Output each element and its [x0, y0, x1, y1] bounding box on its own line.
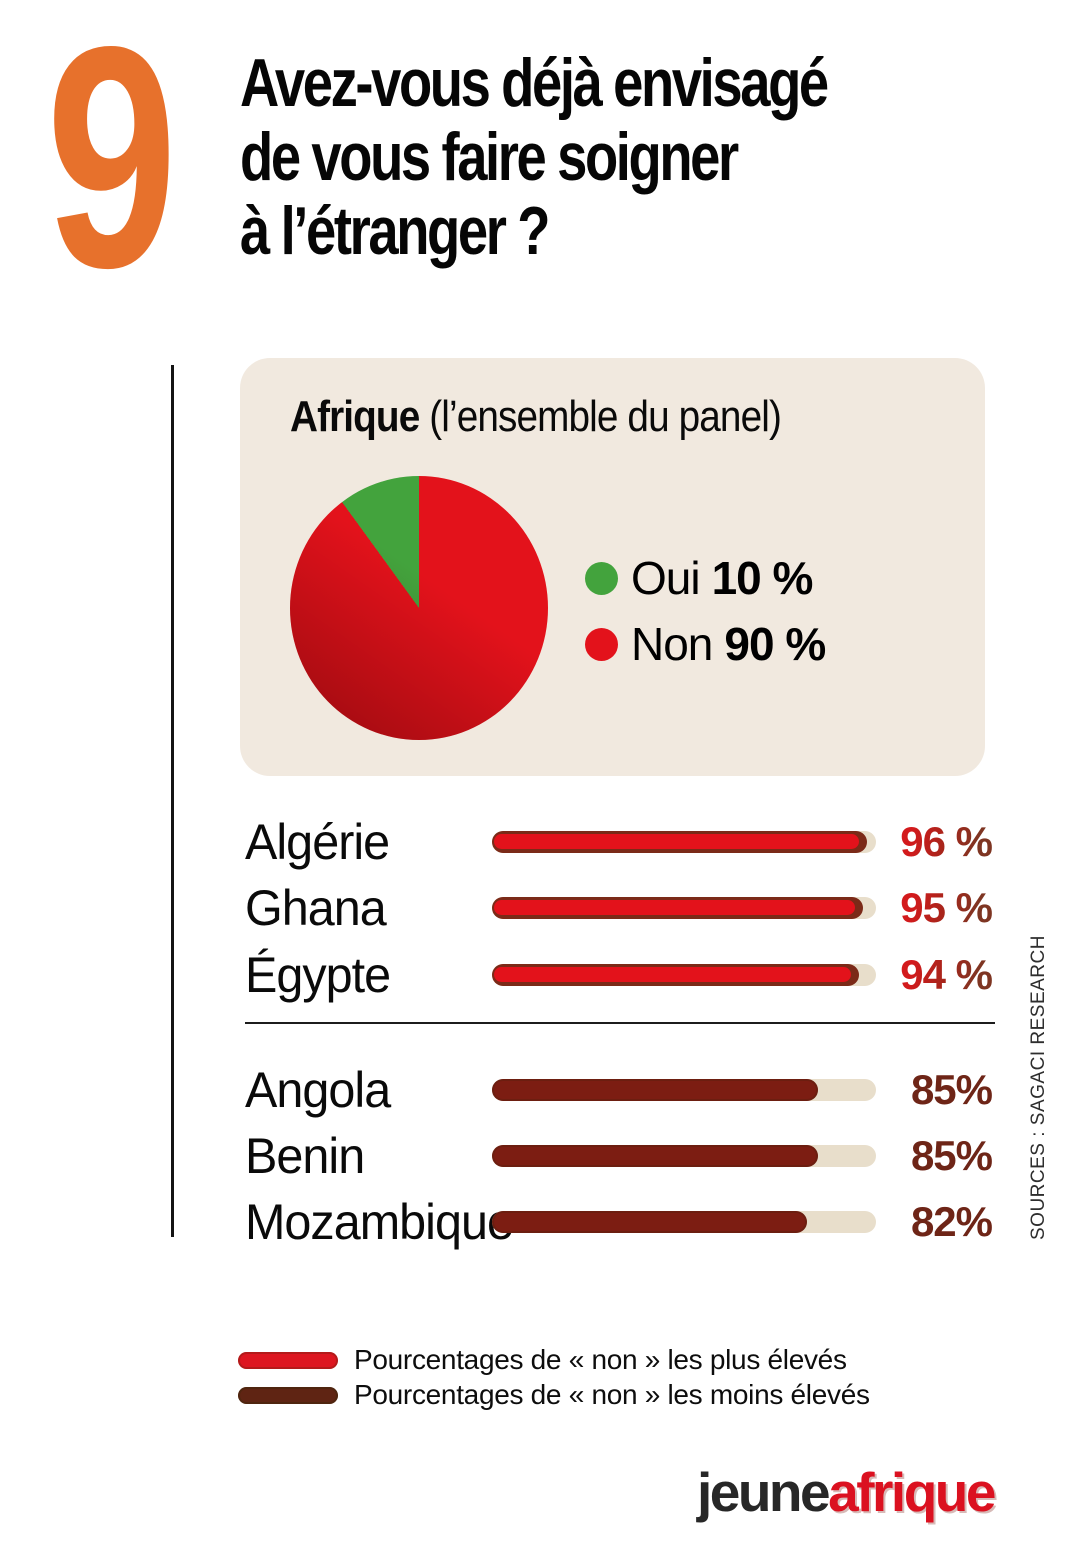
bar-fill	[494, 967, 851, 982]
panel-title-rest: (l’ensemble du panel)	[419, 392, 782, 441]
bar-row-mozambique: Mozambique 82%	[0, 1190, 1080, 1254]
africa-panel: Afrique (l’ensemble du panel) Oui 10 % N…	[240, 358, 985, 776]
oui-value: 10 %	[711, 552, 814, 604]
logo-afrique: afrique	[828, 1461, 996, 1523]
country-label: Égypte	[245, 947, 391, 1003]
bar-fill	[492, 1079, 819, 1101]
legend-low-label: Pourcentages de « non » les moins élevés	[354, 1379, 870, 1410]
legend-high-label: Pourcentages de « non » les plus élevés	[354, 1344, 847, 1375]
bar-value: 95 %	[900, 876, 993, 940]
bar-track	[492, 897, 876, 919]
logo-jeune: jeune	[696, 1461, 831, 1523]
country-label: Angola	[245, 1062, 391, 1118]
legend-row-high: Pourcentages de « non » les plus élevés	[238, 1344, 847, 1375]
bar-row-angola: Angola 85%	[0, 1058, 1080, 1122]
source-credit: SOURCES : SAGACI RESEARCH	[1028, 935, 1049, 1240]
non-label: Non	[631, 618, 713, 670]
jeune-afrique-logo: jeuneafrique	[696, 1460, 997, 1524]
bar-value: 94 %	[900, 943, 993, 1007]
non-dot-icon	[585, 627, 618, 661]
dark-pill-icon	[238, 1386, 338, 1404]
bar-value: 85%	[910, 1132, 993, 1179]
country-label: Benin	[245, 1128, 365, 1184]
country-label: Algérie	[245, 814, 390, 870]
bar-value: 82%	[910, 1198, 993, 1245]
oui-label: Oui	[631, 552, 701, 604]
pie-legend-row-oui: Oui 10 %	[585, 545, 825, 611]
non-value: 90 %	[724, 618, 826, 670]
bar-row-ghana: Ghana 95 %	[0, 876, 1080, 940]
left-rule	[171, 365, 174, 1237]
page-title: Avez-vous déjà envisagé de vous faire so…	[240, 45, 829, 269]
bar-fill	[492, 1211, 807, 1233]
bar-row-egypte: Égypte 94 %	[0, 943, 1080, 1007]
group-divider	[245, 1022, 995, 1024]
bar-fill	[494, 834, 859, 849]
bar-value: 85%	[910, 1066, 993, 1113]
country-label: Mozambique	[245, 1194, 514, 1250]
page-title-line-2: de vous faire soigner	[240, 119, 739, 195]
page-title-line-1: Avez-vous déjà envisagé	[240, 45, 829, 121]
legend-row-low: Pourcentages de « non » les moins élevés	[238, 1379, 870, 1410]
oui-dot-icon	[585, 561, 618, 595]
bar-track	[492, 964, 876, 986]
bar-value: 96 %	[900, 810, 993, 874]
bar-track	[492, 1211, 876, 1233]
panel-title: Afrique (l’ensemble du panel)	[290, 392, 782, 442]
bar-track	[492, 1145, 876, 1167]
bar-track	[492, 831, 876, 853]
bar-row-benin: Benin 85%	[0, 1124, 1080, 1188]
country-label: Ghana	[245, 880, 387, 936]
red-pill-icon	[238, 1351, 338, 1369]
bar-fill	[494, 900, 855, 915]
pie-chart	[290, 476, 548, 740]
bar-track	[492, 1079, 876, 1101]
panel-title-bold: Afrique	[290, 392, 420, 441]
bar-row-algerie: Algérie 96 %	[0, 810, 1080, 874]
pie-legend: Oui 10 % Non 90 %	[585, 545, 826, 677]
page-title-line-3: à l’étranger ?	[240, 193, 550, 269]
pie-legend-row-non: Non 90 %	[585, 611, 826, 677]
question-number: 9	[46, 0, 177, 333]
bar-fill	[492, 1145, 819, 1167]
